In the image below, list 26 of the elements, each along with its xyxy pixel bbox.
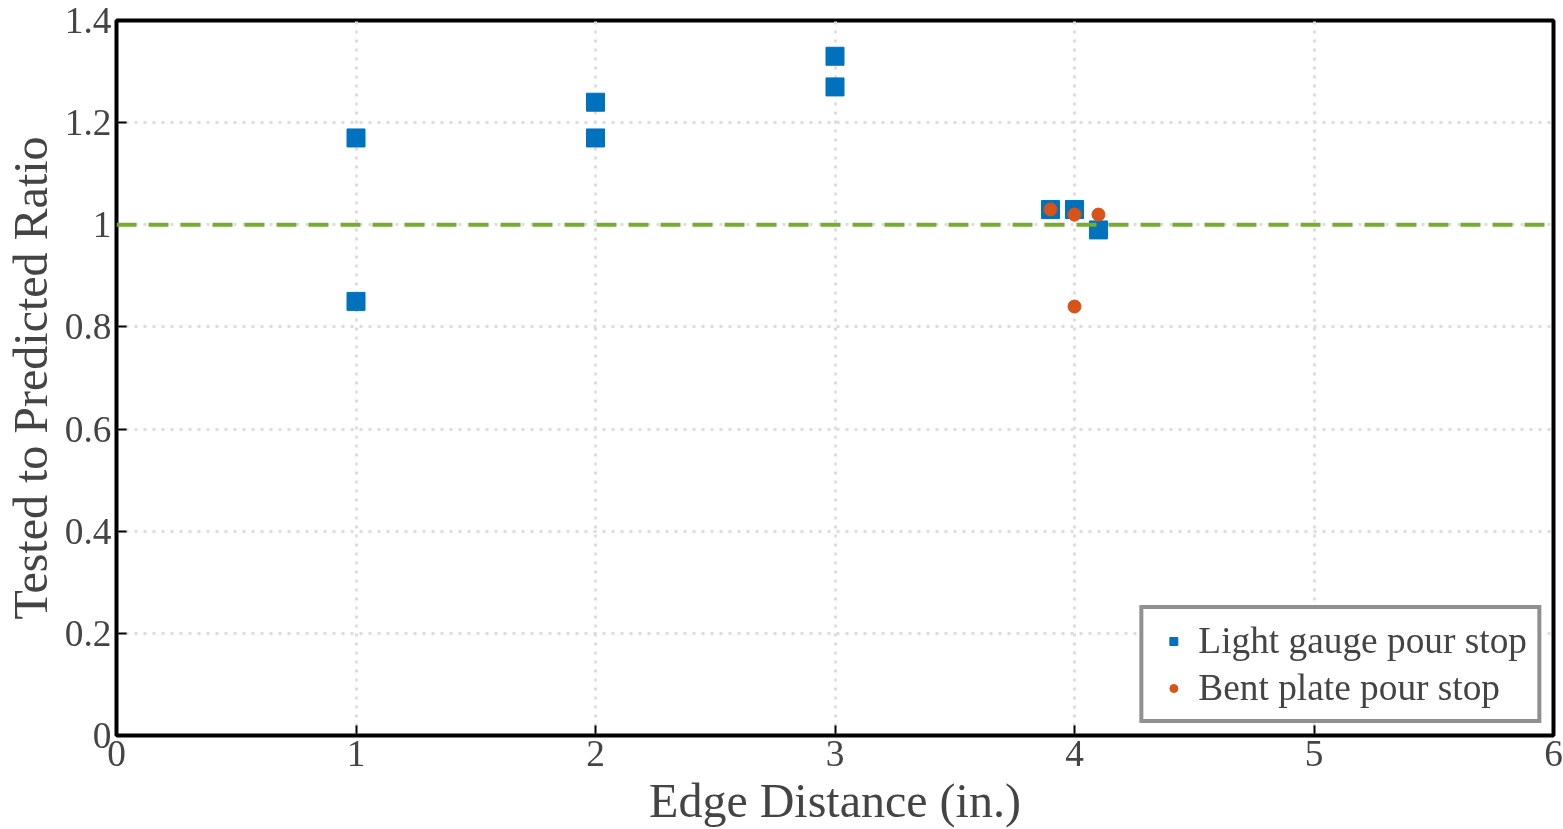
y-tick-label: 0.4 — [64, 510, 112, 552]
x-tick-label: 3 — [825, 732, 845, 774]
x-tick-label: 1 — [346, 732, 366, 774]
x-tick-label: 2 — [586, 732, 605, 774]
x-tick-label: 5 — [1304, 732, 1324, 774]
point — [825, 46, 845, 66]
point — [1088, 220, 1108, 240]
y-tick-label: 1 — [92, 204, 112, 246]
point — [586, 128, 605, 148]
x-tick-label: 6 — [1544, 732, 1563, 774]
y-tick-label: 0.8 — [64, 306, 112, 348]
point — [1067, 299, 1082, 314]
legend-label: Bent plate pour stop — [1198, 666, 1501, 709]
y-tick-label: 0.6 — [64, 408, 112, 450]
y-tick-label: 1.4 — [64, 0, 112, 41]
y-tick-label: 1.2 — [64, 102, 112, 144]
point — [825, 77, 845, 97]
point — [1091, 207, 1106, 222]
legend-label: Light gauge pour stop — [1198, 619, 1527, 662]
point — [586, 92, 605, 112]
y-tick-label: 0.2 — [64, 612, 112, 654]
x-tick-label: 4 — [1065, 732, 1085, 774]
x-axis-title: Edge Distance (in.) — [649, 773, 1021, 828]
point — [346, 291, 366, 311]
point — [346, 128, 366, 148]
y-axis-title: Tested to Predicted Ratio — [3, 136, 57, 620]
